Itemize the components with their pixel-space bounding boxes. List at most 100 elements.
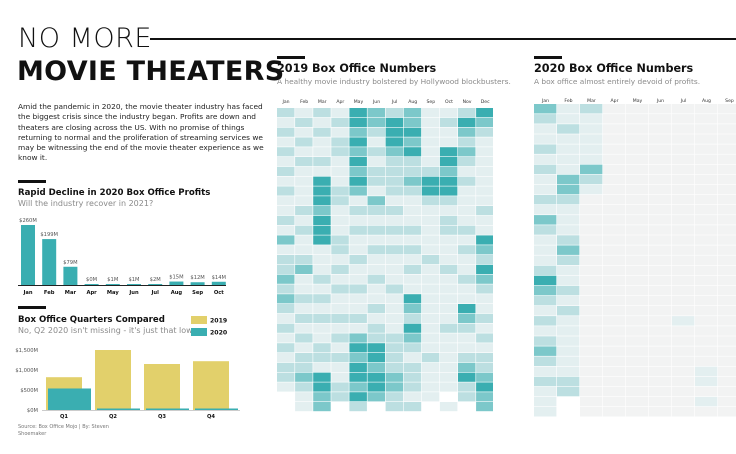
bar-2019-q4 [193, 361, 229, 410]
heatmap-cell [718, 265, 736, 276]
heatmap-cell [295, 215, 313, 225]
heatmap-cell [277, 372, 295, 382]
heatmap-cell [421, 147, 440, 157]
heatmap-cell [603, 194, 626, 205]
heatmap-cell [331, 353, 349, 363]
section-rule [534, 56, 562, 59]
heatmap-cell [277, 235, 295, 245]
heatmap-cell [295, 402, 313, 412]
heatmap-cell [534, 285, 557, 296]
heatmap-cell [626, 295, 649, 306]
heatmap-cell [476, 215, 493, 225]
heatmap-cell [695, 285, 718, 296]
heatmap-cell [367, 225, 385, 235]
heatmap-cell [649, 407, 672, 417]
heatmap-cell [349, 206, 367, 216]
quarters-title: Box Office Quarters Compared [18, 315, 165, 325]
heatmap-cell [649, 134, 672, 144]
heatmap-cell [421, 304, 440, 314]
tick-label: Oct [214, 290, 224, 296]
heatmap-cell [649, 306, 672, 316]
heatmap-cell [458, 215, 476, 225]
heatmap-cell [695, 184, 718, 195]
heatmap-cell [557, 174, 580, 185]
heatmap-cell [603, 255, 626, 265]
heatmap-cell [695, 235, 718, 245]
heatmap-cell [626, 184, 649, 195]
heatmap-cell [476, 343, 493, 353]
tick-label: Sep [192, 290, 203, 296]
heatmap-cell [367, 137, 385, 147]
heatmap-cell [331, 333, 349, 343]
heatmap-cell [367, 215, 385, 225]
heatmap-cell [458, 372, 476, 382]
heatmap-cell [626, 225, 649, 235]
heatmap-cell [313, 382, 331, 392]
heatmap-cell [580, 316, 603, 326]
heatmap-cell [349, 362, 367, 372]
heatmap-cell [580, 336, 603, 346]
heatmap-cell [603, 154, 626, 164]
heatmap-cell [458, 147, 476, 157]
heatmap-cell [331, 343, 349, 353]
heatmap-cell [439, 313, 458, 323]
heatmap-cell [534, 134, 557, 144]
heatmap-cell [277, 333, 295, 343]
heatmap-cell [534, 225, 557, 235]
heatmap-cell [649, 194, 672, 205]
heatmap-cell [580, 396, 603, 407]
heatmap-cell [367, 245, 385, 255]
heatmap-cell [277, 392, 295, 402]
heatmap-cell [403, 382, 422, 392]
heatmap-cell [476, 117, 493, 127]
heatmap-cell [403, 186, 422, 196]
heatmap-cell [277, 157, 295, 167]
heatmap-cell [385, 353, 404, 363]
heatmap-cell [331, 402, 349, 412]
heatmap-cell [476, 294, 493, 304]
data-label: $199M [40, 232, 58, 238]
heatmap-cell [421, 245, 440, 255]
heatmap-cell [458, 255, 476, 265]
bar-feb [42, 239, 57, 285]
heatmap-cell [534, 386, 557, 397]
heatmap-cell [349, 127, 367, 137]
data-label: $15M [169, 275, 183, 281]
heatmap-cell [695, 124, 718, 134]
heatmap-cell [349, 157, 367, 167]
tick-label: Q3 [158, 414, 166, 420]
heatmap-cell [534, 205, 557, 215]
heatmap-cell [718, 316, 736, 326]
heatmap-cell [458, 235, 476, 245]
bar-2020-q2 [97, 408, 140, 410]
heatmap-cell [277, 225, 295, 235]
heatmap-cell [385, 333, 404, 343]
heatmap-cell [672, 346, 695, 356]
heatmap-cell [695, 336, 718, 346]
heatmap-cell [331, 245, 349, 255]
heatmap-cell [557, 225, 580, 235]
heatmap-cell [534, 295, 557, 306]
heatmap-cell [403, 372, 422, 382]
column-label: Jun [656, 98, 664, 104]
heatmap-cell [580, 184, 603, 195]
heatmap-cell [403, 304, 422, 314]
heatmap-cell [603, 306, 626, 316]
heatmap-cell [331, 323, 349, 333]
heatmap-cell [580, 376, 603, 387]
heatmap-cell [277, 245, 295, 255]
heatmap-cell [672, 275, 695, 286]
heatmap-cell [277, 127, 295, 137]
heatmap-cell [534, 366, 557, 377]
heatmap-cell [580, 225, 603, 235]
bar-sep [190, 282, 205, 285]
heatmap-2019-title: 2019 Box Office Numbers [277, 62, 437, 75]
heatmap-cell [458, 176, 476, 186]
heatmap-cell [626, 174, 649, 185]
heatmap-cell [580, 326, 603, 336]
heatmap-cell [313, 323, 331, 333]
heatmap-cell [421, 235, 440, 245]
heatmap-cell [626, 114, 649, 124]
heatmap-cell [476, 147, 493, 157]
heatmap-cell [626, 255, 649, 265]
